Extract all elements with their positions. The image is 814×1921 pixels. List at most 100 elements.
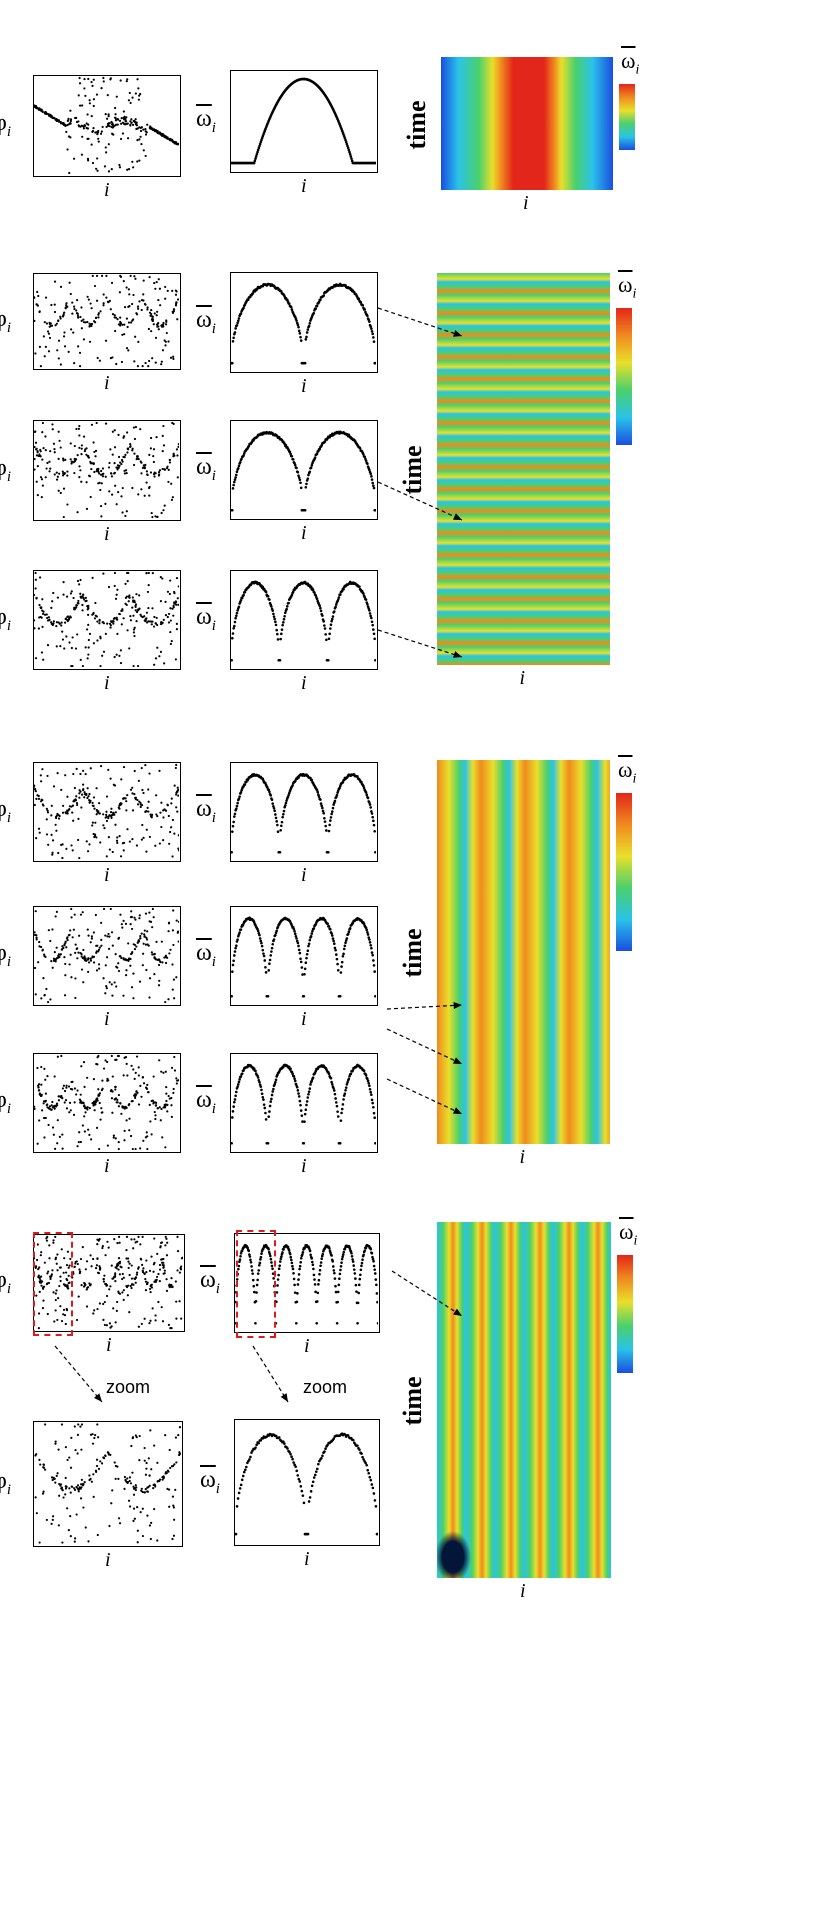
phi-point xyxy=(121,511,124,514)
phi-point xyxy=(104,1254,107,1257)
phi-point xyxy=(141,1534,145,1538)
phi-point xyxy=(87,1128,90,1131)
phi-point xyxy=(132,628,136,631)
phi-point xyxy=(71,301,74,304)
phi-point xyxy=(37,294,40,298)
phi-point xyxy=(98,802,101,805)
phi-point xyxy=(118,1262,121,1265)
phi-point xyxy=(95,836,98,839)
omega-point xyxy=(350,157,353,160)
omega-point xyxy=(306,949,310,953)
phi-point xyxy=(108,122,111,125)
phi-point xyxy=(170,802,173,805)
omega-subscript: i xyxy=(211,953,216,970)
phi-point xyxy=(95,944,98,947)
phi-point xyxy=(81,957,84,960)
phi-point xyxy=(110,983,113,986)
phi-point xyxy=(142,1082,146,1085)
omega-point xyxy=(309,1083,312,1086)
omega-point xyxy=(361,303,365,307)
phi-point xyxy=(117,1517,121,1520)
phi-point xyxy=(76,1089,79,1092)
phi-point xyxy=(125,317,129,320)
phi-point xyxy=(99,504,103,508)
omega-point xyxy=(284,443,288,447)
phi-point xyxy=(116,117,119,121)
omega-point xyxy=(281,623,284,627)
omega-point xyxy=(359,1268,363,1272)
omega-point xyxy=(231,963,235,967)
phi-point xyxy=(97,467,100,471)
phi-point xyxy=(132,426,136,429)
phi-point xyxy=(140,1095,143,1098)
phi-point xyxy=(52,785,56,788)
phi-point xyxy=(96,620,99,623)
phi-plot-d1 xyxy=(32,1234,185,1332)
phi-point xyxy=(126,959,130,962)
phi-point xyxy=(125,510,128,513)
phi-point xyxy=(101,1245,104,1248)
phi-point xyxy=(114,1137,117,1140)
phi-point xyxy=(102,472,105,475)
phi-point xyxy=(103,1323,106,1327)
phi-point xyxy=(75,1513,78,1516)
phi-point xyxy=(60,1054,63,1058)
phi-point xyxy=(161,1136,164,1139)
phi-point xyxy=(133,360,136,363)
phi-point xyxy=(35,797,38,800)
phi-point xyxy=(37,794,40,798)
phi-point xyxy=(159,1119,162,1122)
phi-point xyxy=(87,77,90,81)
phi-point xyxy=(99,637,102,640)
phi-point xyxy=(153,1237,156,1240)
omega-point xyxy=(299,486,303,490)
phi-point xyxy=(73,1488,77,1491)
phi-point xyxy=(90,114,93,118)
phi-point xyxy=(176,1269,179,1272)
phi-point xyxy=(107,1452,110,1455)
arrow-shaft xyxy=(377,481,463,521)
omega-point xyxy=(259,1085,263,1088)
phi-point xyxy=(51,966,54,969)
omega-point xyxy=(371,623,374,627)
phi-point xyxy=(70,462,73,465)
phi-point xyxy=(65,1107,69,1110)
phi-point xyxy=(176,930,180,933)
phi-point xyxy=(144,1277,147,1281)
omega-point xyxy=(298,478,302,482)
phi-point xyxy=(109,777,112,780)
phi-point xyxy=(154,1280,158,1283)
phi-point xyxy=(92,1104,95,1107)
phi-point xyxy=(66,1284,69,1287)
phi-point xyxy=(114,1088,117,1091)
phi-point xyxy=(102,304,105,307)
phi-point xyxy=(82,769,85,772)
phi-point xyxy=(44,1468,47,1471)
phi-point xyxy=(79,469,82,472)
phi-point xyxy=(53,1147,57,1150)
phi-point xyxy=(56,1472,59,1475)
phi-point xyxy=(176,1250,180,1253)
phi-point xyxy=(137,1103,141,1106)
omega-point xyxy=(305,335,308,339)
phi-point xyxy=(55,1262,58,1265)
omega-point xyxy=(236,321,239,325)
phi-point xyxy=(62,804,65,807)
phi-point xyxy=(38,945,41,948)
omega-point xyxy=(301,1251,305,1254)
phi-point xyxy=(166,590,170,593)
phi-point xyxy=(131,838,134,841)
phi-point xyxy=(123,469,126,472)
omega-point xyxy=(264,1111,267,1115)
phi-point xyxy=(103,165,107,168)
phi-point xyxy=(103,827,106,830)
omega-point xyxy=(335,793,339,797)
phi-point xyxy=(169,579,172,582)
phi-point xyxy=(96,1257,99,1260)
phi-point xyxy=(155,616,158,620)
omega-point xyxy=(233,950,237,953)
phi-point xyxy=(140,1489,143,1492)
phi-point xyxy=(60,948,64,951)
omega-point xyxy=(295,319,298,322)
phi-point xyxy=(54,1292,57,1295)
